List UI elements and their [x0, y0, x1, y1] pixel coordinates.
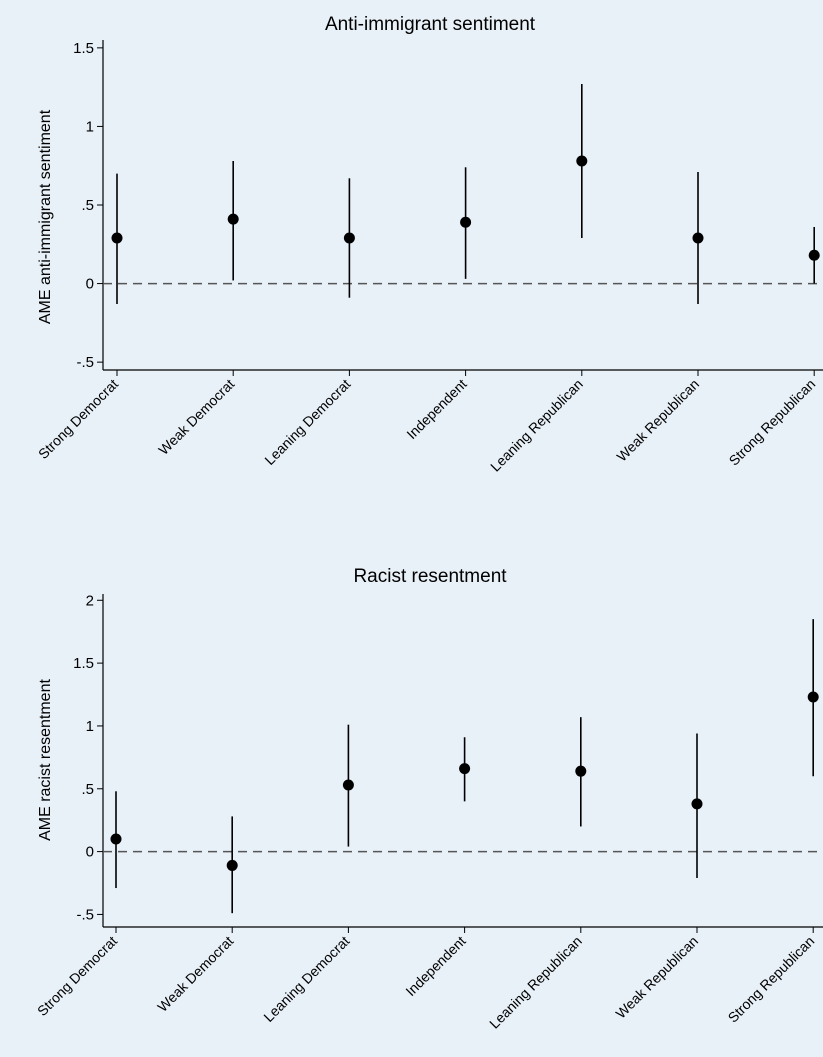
chart-title: Anti-immigrant sentiment	[325, 14, 536, 35]
y-tick-label: -.5	[76, 354, 94, 371]
point-estimate	[226, 859, 238, 871]
y-tick-label: .5	[81, 197, 94, 214]
y-tick-label: 1	[86, 718, 94, 735]
point-estimate	[576, 155, 588, 167]
plot-marks	[111, 84, 820, 304]
point-estimate	[110, 833, 122, 845]
y-tick-label: -.5	[76, 906, 94, 923]
point-estimate	[227, 213, 239, 225]
y-axis-label: AME anti-immigrant sentiment	[37, 109, 54, 324]
point-estimate	[691, 798, 703, 810]
plot-area	[103, 594, 823, 927]
chart-title: Racist resentment	[353, 566, 507, 587]
y-tick-label: 0	[86, 844, 94, 861]
plot-marks	[110, 619, 819, 914]
racist-resentment-panel: Racist resentment AME racist resentment …	[34, 566, 823, 1032]
y-tick-label: 1.5	[73, 40, 94, 57]
plot-area	[103, 40, 823, 370]
point-estimate	[575, 765, 587, 777]
y-axis-ticks: -.5 0 .5 1 1.5	[73, 40, 103, 371]
y-axis-ticks: -.5 0 .5 1 1.5 2	[73, 592, 103, 923]
point-estimate	[111, 232, 123, 244]
y-tick-label: 2	[86, 592, 94, 609]
point-estimate	[692, 232, 704, 244]
point-estimate	[343, 232, 355, 244]
y-tick-label: .5	[81, 781, 94, 798]
y-tick-label: 1	[86, 118, 94, 135]
point-estimate	[460, 216, 472, 228]
y-axis-label: AME racist resentment	[37, 679, 54, 841]
point-estimate	[807, 691, 819, 703]
point-estimate	[808, 249, 820, 261]
y-tick-label: 0	[86, 276, 94, 293]
point-estimate	[342, 779, 354, 791]
point-estimate	[459, 763, 471, 775]
y-tick-label: 1.5	[73, 655, 94, 672]
